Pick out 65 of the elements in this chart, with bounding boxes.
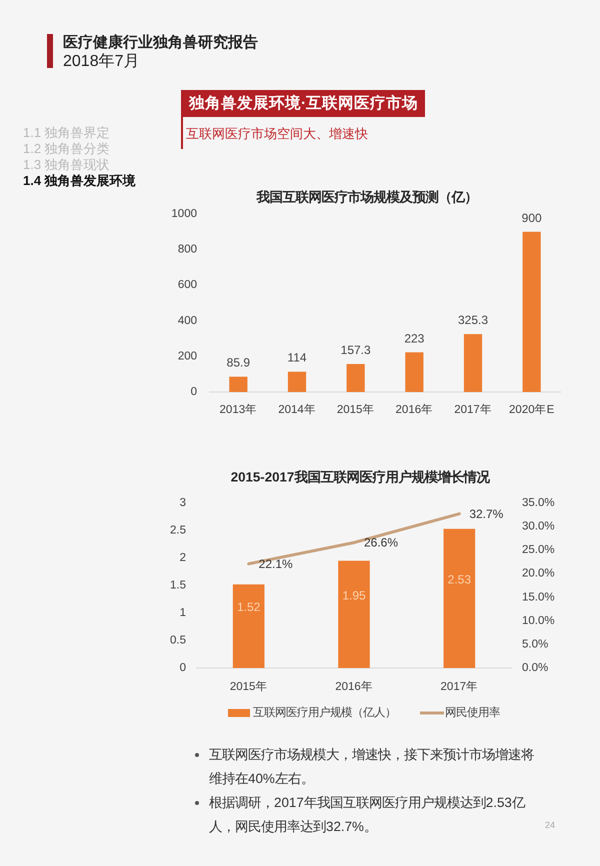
text: 1.1 独角兽界定 <box>23 125 110 141</box>
data-label: 223 <box>404 331 425 346</box>
y-tick-label: 1 <box>180 607 186 619</box>
y-tick-label: 3 <box>180 497 186 509</box>
bar <box>288 372 306 392</box>
text: 2018年7月 <box>63 53 140 71</box>
y2-tick-label: 5.0% <box>522 638 548 650</box>
y-tick-label: 0 <box>190 386 197 398</box>
data-label: 325.3 <box>458 313 488 328</box>
text: 根据调研，2017年我国互联网医疗用户规模达到2.53亿人，网民使用率达到32.7%。 <box>209 794 526 836</box>
legend-label: 互联网医疗用户规模（亿人） <box>253 706 396 719</box>
y2-tick-label: 30.0% <box>522 520 555 533</box>
bar <box>522 232 541 392</box>
chart-title: 我国互联网医疗市场规模及预测（亿） <box>256 190 478 204</box>
bar <box>338 560 370 668</box>
x-tick-label: 2015年 <box>336 403 374 416</box>
bar <box>229 376 248 392</box>
bar <box>464 334 482 392</box>
data-label: 157.3 <box>340 343 372 357</box>
chart-title: 2015-2017我国互联网医疗用户规模增长情况 <box>230 470 490 484</box>
x-tick-label: 2017年 <box>454 403 492 416</box>
bar <box>346 364 365 392</box>
data-label: 32.7% <box>469 506 504 521</box>
x-tick-label: 2015年 <box>230 680 268 693</box>
text: 24 <box>545 820 556 830</box>
y-tick-label: 400 <box>178 314 197 327</box>
y-tick-label: 1.5 <box>170 580 186 592</box>
bar <box>444 528 476 668</box>
bar <box>232 584 264 668</box>
x-tick-label: 2013年 <box>220 403 258 416</box>
y2-tick-label: 0.0% <box>522 662 548 674</box>
data-label: 26.6% <box>364 536 398 550</box>
data-label: 2.53 <box>448 572 472 586</box>
bar <box>405 352 424 392</box>
y-tick-label: 1000 <box>171 208 197 220</box>
y2-tick-label: 10.0% <box>522 614 555 627</box>
data-label: 900 <box>522 210 542 225</box>
y-tick-label: 200 <box>178 350 197 362</box>
legend-label: 网民使用率 <box>445 706 500 719</box>
x-tick-label: 2017年 <box>440 680 478 693</box>
text: 医疗健康行业独角兽研究报告 <box>63 34 258 52</box>
x-tick-label: 2020年E <box>509 403 555 416</box>
text: 1.2 独角兽分类 <box>23 141 110 157</box>
y-tick-label: 2 <box>180 552 186 564</box>
y2-tick-label: 20.0% <box>522 568 555 580</box>
y2-tick-label: 25.0% <box>522 544 555 556</box>
x-tick-label: 2016年 <box>396 403 434 416</box>
y-tick-label: 0.5 <box>170 634 186 646</box>
text: 1.3 独角兽现状 <box>23 157 110 173</box>
x-tick-label: 2014年 <box>278 403 316 416</box>
data-label: 22.1% <box>258 556 294 571</box>
y2-tick-label: 35.0% <box>522 497 555 509</box>
y2-tick-label: 15.0% <box>522 591 555 604</box>
x-tick-label: 2016年 <box>335 680 373 693</box>
y-tick-label: 2.5 <box>170 524 186 536</box>
y-tick-label: 600 <box>178 279 197 292</box>
data-label: 1.95 <box>342 588 366 602</box>
y-tick-label: 0 <box>180 662 186 674</box>
y-tick-label: 800 <box>178 244 197 256</box>
data-label: 1.52 <box>236 600 261 614</box>
data-label: 85.9 <box>226 356 250 370</box>
text: 互联网医疗市场规模大，增速快，接下来预计市场增速将维持在40%左右。 <box>209 746 535 788</box>
data-label: 114 <box>287 350 307 365</box>
text: 1.4 独角兽发展环境 <box>23 173 136 189</box>
text: 互联网医疗市场空间大、增速快 <box>186 125 368 143</box>
